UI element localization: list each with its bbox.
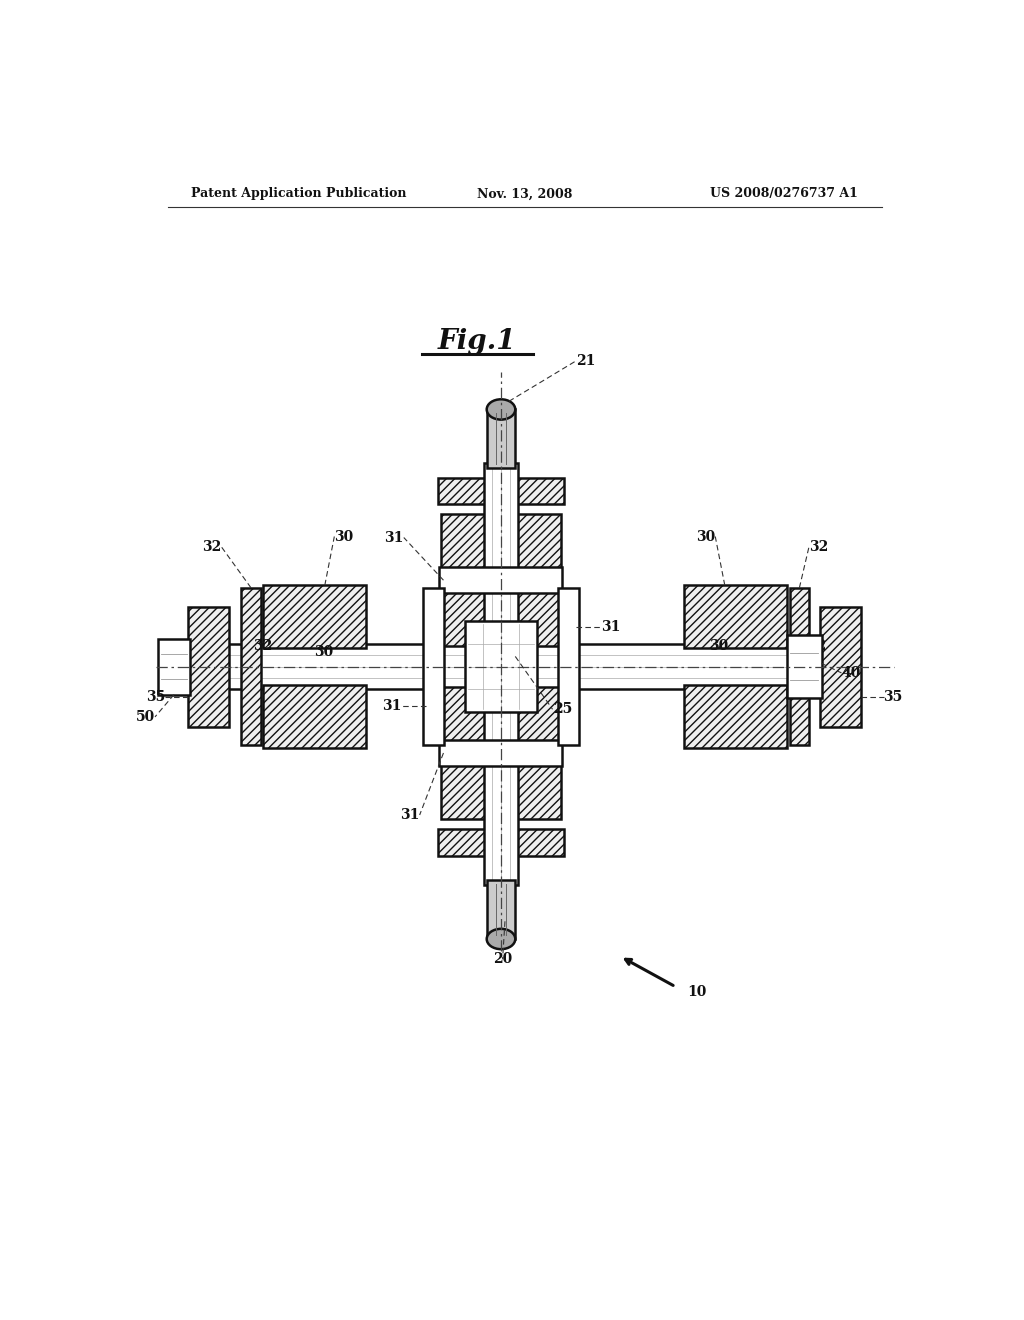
Text: 10: 10 bbox=[687, 985, 707, 999]
Bar bbox=[786, 635, 821, 698]
Text: Fig.1: Fig.1 bbox=[438, 327, 516, 355]
Text: 30: 30 bbox=[314, 645, 334, 660]
Bar bbox=[684, 585, 786, 648]
Ellipse shape bbox=[486, 399, 515, 420]
Text: 50: 50 bbox=[136, 710, 155, 723]
Text: 35: 35 bbox=[146, 689, 165, 704]
Bar bbox=[820, 607, 861, 726]
Bar bbox=[486, 409, 515, 469]
Bar bbox=[684, 685, 786, 748]
Bar bbox=[423, 587, 443, 746]
Text: 30: 30 bbox=[696, 529, 715, 544]
Text: 31: 31 bbox=[400, 808, 420, 822]
Bar bbox=[441, 515, 494, 647]
Text: Nov. 13, 2008: Nov. 13, 2008 bbox=[477, 187, 572, 201]
Text: 31: 31 bbox=[601, 620, 621, 634]
Text: 30: 30 bbox=[709, 639, 728, 653]
Text: 31: 31 bbox=[382, 700, 401, 713]
Bar bbox=[483, 463, 518, 886]
Text: 31: 31 bbox=[384, 531, 403, 545]
Bar bbox=[242, 587, 260, 746]
Bar bbox=[437, 478, 564, 504]
Bar bbox=[187, 607, 228, 726]
Text: 32: 32 bbox=[809, 540, 828, 554]
Bar bbox=[509, 686, 560, 818]
Bar bbox=[187, 644, 822, 689]
Text: 25: 25 bbox=[553, 702, 571, 717]
Text: 32: 32 bbox=[203, 540, 221, 554]
Ellipse shape bbox=[486, 929, 515, 949]
Bar bbox=[441, 686, 494, 818]
Text: 32: 32 bbox=[253, 639, 272, 653]
Bar bbox=[439, 739, 562, 766]
Text: Patent Application Publication: Patent Application Publication bbox=[191, 187, 407, 201]
Bar bbox=[790, 587, 809, 746]
Bar bbox=[558, 587, 579, 746]
Text: US 2008/0276737 A1: US 2008/0276737 A1 bbox=[711, 187, 858, 201]
Text: 20: 20 bbox=[493, 952, 512, 966]
Text: 35: 35 bbox=[884, 689, 903, 704]
Bar bbox=[263, 685, 367, 748]
Bar bbox=[439, 568, 562, 594]
Bar bbox=[465, 620, 537, 713]
Bar bbox=[263, 585, 367, 648]
Bar bbox=[437, 829, 564, 855]
Text: 40: 40 bbox=[842, 665, 861, 680]
Bar bbox=[486, 880, 515, 939]
Text: 30: 30 bbox=[334, 529, 353, 544]
Bar bbox=[509, 515, 560, 647]
Text: 21: 21 bbox=[577, 354, 596, 368]
Text: 32: 32 bbox=[807, 639, 826, 653]
Bar bbox=[158, 639, 189, 694]
